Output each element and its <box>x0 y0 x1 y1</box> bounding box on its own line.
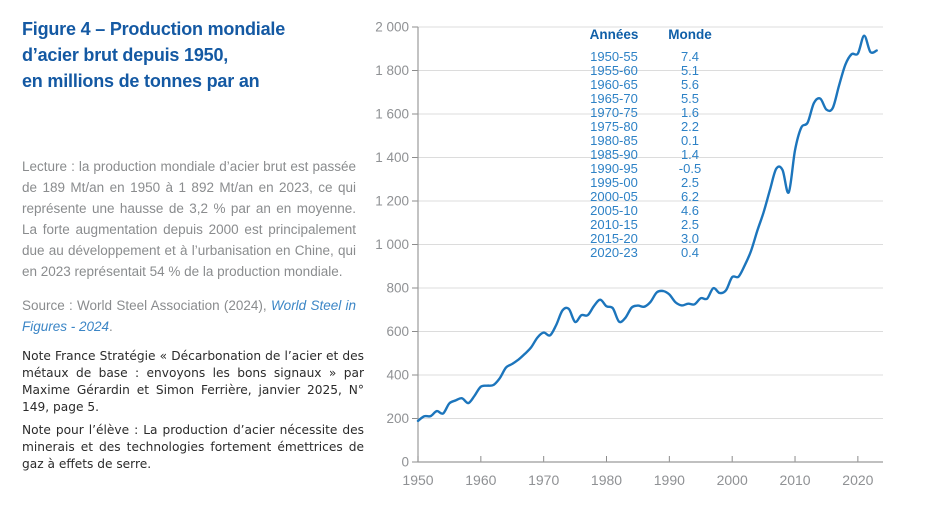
x-axis: 1950 1960 1970 1980 1990 2000 2010 2020 <box>402 456 883 488</box>
growth-table-header: Années Monde <box>583 27 721 43</box>
y-tick-label: 1 200 <box>375 194 409 209</box>
growth-period: 1960-65 <box>590 77 638 92</box>
y-tick-label: 0 <box>401 455 409 470</box>
y-axis: 0 200 400 600 800 1 000 1 200 1 400 1 600 1 800 2 … <box>375 20 419 470</box>
growth-table-col-annees: Années <box>589 27 639 42</box>
growth-period: 2020-23 <box>590 245 638 260</box>
growth-period: 1995-00 <box>590 175 638 190</box>
y-tick-label: 1 600 <box>375 107 409 122</box>
x-tick-label: 1980 <box>591 472 622 488</box>
source-prefix: Source : World Steel Association (2024), <box>22 298 271 313</box>
x-tick-label: 1960 <box>465 472 496 488</box>
growth-table-row: 2010-15 2.5 <box>583 218 721 232</box>
growth-table-row: 2015-20 3.0 <box>583 232 721 246</box>
growth-value: 2.5 <box>680 175 700 190</box>
growth-period: 2000-05 <box>590 189 638 204</box>
growth-value: 1.6 <box>680 105 700 120</box>
y-tick-label: 800 <box>386 281 409 296</box>
production-line-chart: 0 200 400 600 800 1 000 1 200 1 400 1 600 1 800 2 … <box>375 20 883 488</box>
gridlines <box>418 26 883 419</box>
growth-value: 5.6 <box>680 77 700 92</box>
source-suffix: . <box>109 319 113 334</box>
y-tick-label: 1 800 <box>375 63 409 78</box>
x-tick-label: 1970 <box>528 472 559 488</box>
growth-value: 0.1 <box>680 133 700 148</box>
growth-period: 2010-15 <box>590 217 638 232</box>
source-link[interactable]: World Steel in Figures - 2024 <box>22 298 356 334</box>
lecture-note: Lecture : la production mondiale d’acier… <box>22 159 356 279</box>
growth-rate-table: Années Monde 1950-55 7.4 1955-60 5.1 196… <box>583 27 721 260</box>
growth-value: 7.4 <box>680 49 700 64</box>
growth-value: -0.5 <box>678 161 702 176</box>
growth-table-row: 2000-05 6.2 <box>583 190 721 204</box>
growth-period: 1965-70 <box>590 91 638 106</box>
growth-period: 1955-60 <box>590 63 638 78</box>
growth-table-row: 1975-80 2.2 <box>583 120 721 134</box>
note-france-strategie: Note France Stratégie « Décarbonation de… <box>22 349 364 414</box>
growth-period: 1980-85 <box>590 133 638 148</box>
growth-table-row: 1955-60 5.1 <box>583 64 721 78</box>
growth-period: 1990-95 <box>590 161 638 176</box>
growth-period: 1985-90 <box>590 147 638 162</box>
growth-table-row: 1990-95 -0.5 <box>583 162 721 176</box>
growth-table-row: 2005-10 4.6 <box>583 204 721 218</box>
y-tick-label: 1 000 <box>375 237 409 252</box>
x-tick-label: 1990 <box>654 472 685 488</box>
x-tick-label: 2000 <box>717 472 748 488</box>
growth-period: 2015-20 <box>590 231 638 246</box>
growth-table-row: 1965-70 5.5 <box>583 92 721 106</box>
growth-table-row: 1960-65 5.6 <box>583 78 721 92</box>
growth-period: 2005-10 <box>590 203 638 218</box>
growth-value: 5.5 <box>680 91 700 106</box>
y-tick-label: 600 <box>386 324 409 339</box>
source-note: Source : World Steel Association (2024),… <box>22 295 356 337</box>
growth-value: 6.2 <box>680 189 700 204</box>
growth-table-row: 1950-55 7.4 <box>583 50 721 64</box>
y-tick-label: 200 <box>386 411 409 426</box>
growth-value: 3.0 <box>680 231 700 246</box>
growth-value: 2.5 <box>680 217 700 232</box>
y-tick-label: 2 000 <box>375 20 409 35</box>
growth-period: 1975-80 <box>590 119 638 134</box>
x-tick-label: 2020 <box>842 472 873 488</box>
growth-table-row: 2020-23 0.4 <box>583 246 721 260</box>
growth-value: 4.6 <box>680 203 700 218</box>
growth-value: 5.1 <box>680 63 700 78</box>
growth-period: 1950-55 <box>590 49 638 64</box>
chart-area: 0 200 400 600 800 1 000 1 200 1 400 1 600 1 800 2 … <box>355 0 937 510</box>
y-tick-label: 400 <box>386 368 409 383</box>
x-tick-label: 2010 <box>779 472 810 488</box>
growth-value: 0.4 <box>680 245 700 260</box>
production-line <box>416 34 878 423</box>
growth-table-row: 1970-75 1.6 <box>583 106 721 120</box>
note-pour-eleve: Note pour l’élève : La production d’acie… <box>22 423 364 471</box>
y-tick-label: 1 400 <box>375 150 409 165</box>
growth-table-col-monde: Monde <box>668 27 712 42</box>
growth-period: 1970-75 <box>590 105 638 120</box>
figure-title: Figure 4 – Production mondiale d’acier b… <box>22 19 286 91</box>
growth-table-row: 1980-85 0.1 <box>583 134 721 148</box>
x-tick-label: 1950 <box>402 472 433 488</box>
growth-table-row: 1995-00 2.5 <box>583 176 721 190</box>
growth-table-body: 1950-55 7.4 1955-60 5.1 1960-65 5.6 1965… <box>583 50 721 260</box>
growth-table-row: 1985-90 1.4 <box>583 148 721 162</box>
growth-value: 2.2 <box>680 119 700 134</box>
growth-value: 1.4 <box>680 147 700 162</box>
